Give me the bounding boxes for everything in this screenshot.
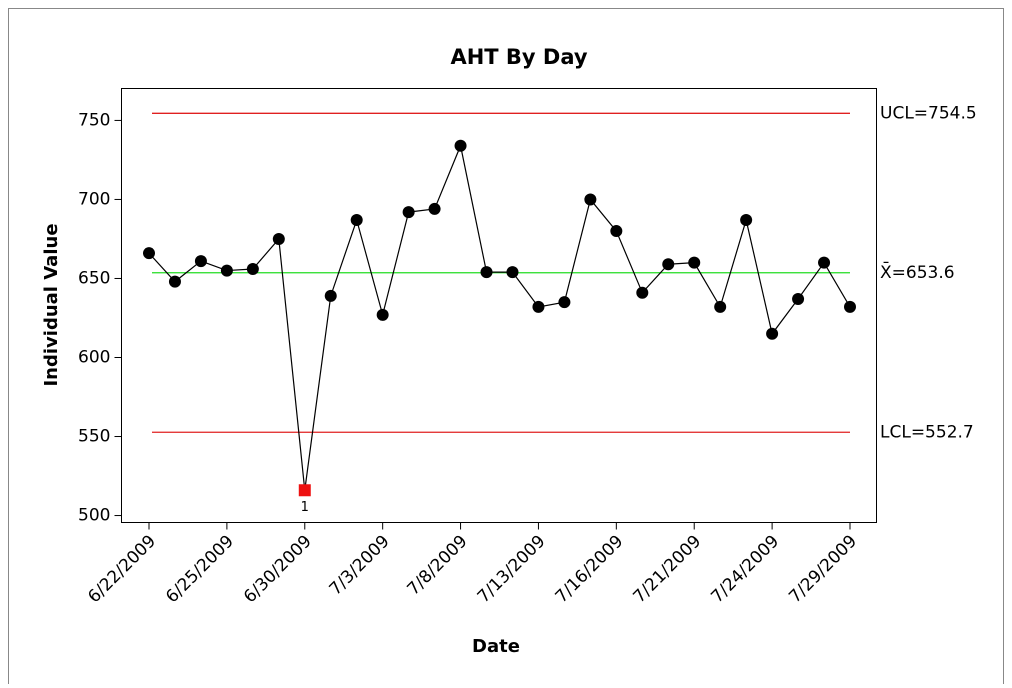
control-label: X̄=653.6 <box>880 261 955 283</box>
data-point <box>766 327 779 340</box>
data-point <box>168 275 181 288</box>
chart-title: AHT By Day <box>450 45 587 69</box>
data-point <box>740 213 753 226</box>
data-point <box>143 247 155 260</box>
data-point <box>402 206 415 219</box>
control-label: UCL=754.5 <box>880 103 977 123</box>
data-point <box>688 256 701 269</box>
y-tick-label: 650 <box>78 268 110 288</box>
data-point <box>792 293 805 306</box>
y-tick-label: 750 <box>78 110 110 130</box>
data-point <box>428 202 441 215</box>
y-tick-label: 700 <box>78 189 110 209</box>
y-axis-label: Individual Value <box>41 223 62 386</box>
data-point <box>584 193 597 206</box>
data-point <box>714 300 727 313</box>
y-tick-label: 600 <box>78 347 110 367</box>
data-point <box>636 286 649 299</box>
data-point <box>454 139 467 152</box>
data-point <box>662 258 675 271</box>
data-point <box>558 296 571 309</box>
data-point <box>610 225 623 238</box>
flag-label: 1 <box>301 500 309 515</box>
plot-frame <box>121 88 877 523</box>
x-axis-label: Date <box>472 636 520 657</box>
flagged-point <box>298 484 311 497</box>
data-line <box>148 143 851 491</box>
data-point <box>246 262 259 275</box>
data-point <box>376 308 389 321</box>
data-point <box>480 266 493 279</box>
data-point <box>220 264 233 277</box>
y-tick-label: 550 <box>78 427 110 447</box>
data-point <box>272 232 285 245</box>
y-tick-label: 500 <box>78 506 110 526</box>
outer-frame <box>8 8 1004 688</box>
data-point <box>506 266 519 279</box>
data-point <box>194 255 207 268</box>
data-point <box>844 300 856 313</box>
data-point <box>324 289 337 302</box>
data-point <box>350 213 363 226</box>
control-label: LCL=552.7 <box>880 422 974 442</box>
data-point <box>818 256 831 269</box>
data-point <box>532 300 545 313</box>
